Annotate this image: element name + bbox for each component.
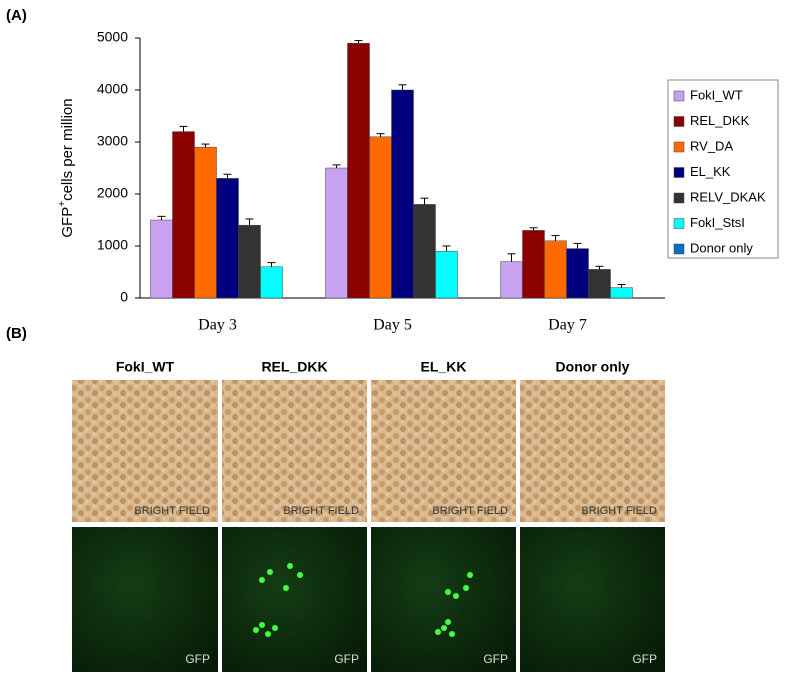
bar [435, 250, 458, 299]
legend-swatch [673, 116, 685, 127]
column-title: REL_DKK [261, 359, 327, 375]
gfp-cell [267, 569, 273, 575]
gfp-cell [463, 585, 469, 591]
panel-label: (B) [6, 325, 27, 342]
gfp-cell [259, 622, 265, 628]
bar [325, 167, 348, 299]
legend-swatch [673, 141, 685, 153]
bar [238, 224, 261, 299]
gfp-cell [297, 572, 303, 578]
bar [544, 240, 567, 299]
image-label: BRIGHT FIELD [432, 505, 508, 517]
y-tick-label: 0 [120, 289, 128, 305]
gfp-cell [287, 563, 293, 569]
gfp-image [520, 527, 665, 672]
bar [500, 261, 523, 299]
y-tick-label: 5000 [97, 29, 128, 45]
legend-label: RELV_DKAK [690, 189, 766, 204]
legend-label: EL_KK [690, 164, 731, 179]
image-label: BRIGHT FIELD [581, 505, 657, 517]
legend-swatch [673, 218, 685, 229]
bright-field-image [72, 380, 218, 522]
image-label: GFP [632, 652, 657, 666]
bar [347, 42, 370, 299]
image-label: BRIGHT FIELD [134, 505, 210, 517]
legend-swatch [673, 167, 685, 178]
legend-label: RV_DA [690, 138, 733, 153]
column-title: FokI_WT [116, 359, 175, 375]
gfp-cell [435, 629, 441, 635]
legend-swatch [673, 192, 685, 204]
x-tick-label: Day 7 [548, 317, 587, 334]
bar [566, 248, 589, 299]
bar [216, 178, 239, 299]
bar [194, 146, 217, 299]
gfp-cell [283, 585, 289, 591]
legend-label: Donor only [690, 240, 753, 255]
gfp-cell [253, 627, 259, 633]
y-label-rest: cells per million [59, 98, 76, 201]
legend-swatch [673, 90, 685, 102]
gfp-cell [259, 577, 265, 583]
bar [522, 230, 545, 299]
panel-label: (A) [6, 7, 27, 24]
bar [260, 266, 283, 299]
gfp-cell [265, 631, 271, 637]
legend-label: REL_DKK [690, 113, 750, 128]
legend-label: FokI_StsI [690, 215, 745, 230]
gfp-cell [449, 631, 455, 637]
legend-box [667, 79, 779, 259]
bright-field-image [371, 380, 516, 522]
bar [369, 136, 392, 299]
bar [588, 269, 611, 299]
image-label: GFP [483, 652, 508, 666]
gfp-cell [441, 625, 447, 631]
x-tick-label: Day 5 [373, 317, 412, 334]
y-tick-label: 1000 [97, 237, 128, 253]
bar [610, 287, 633, 299]
gfp-cell [272, 625, 278, 631]
column-title: EL_KK [421, 359, 467, 375]
legend-swatch [673, 243, 685, 255]
gfp-cell [445, 589, 451, 595]
image-label: BRIGHT FIELD [283, 505, 359, 517]
bar [172, 131, 195, 299]
bright-field-image [520, 380, 665, 522]
y-tick-label: 3000 [97, 133, 128, 149]
y-label-sup: + [57, 201, 68, 207]
gfp-cell [453, 593, 459, 599]
gfp-image [222, 527, 367, 672]
gfp-cell [445, 619, 451, 625]
gfp-cell [467, 572, 473, 578]
y-tick-label: 2000 [97, 185, 128, 201]
bar [391, 89, 414, 299]
image-label: GFP [334, 652, 359, 666]
bar [413, 204, 436, 299]
image-label: GFP [185, 652, 210, 666]
bar [150, 219, 173, 299]
legend-label: FokI_WT [690, 87, 743, 102]
y-label: GFP [59, 207, 76, 238]
gfp-image [371, 527, 516, 672]
x-tick-label: Day 3 [198, 317, 237, 334]
bright-field-image [222, 380, 367, 522]
y-axis-label: GFP+cells per million [57, 98, 76, 237]
gfp-image [72, 527, 218, 672]
y-tick-label: 4000 [97, 81, 128, 97]
column-title: Donor only [556, 359, 630, 375]
